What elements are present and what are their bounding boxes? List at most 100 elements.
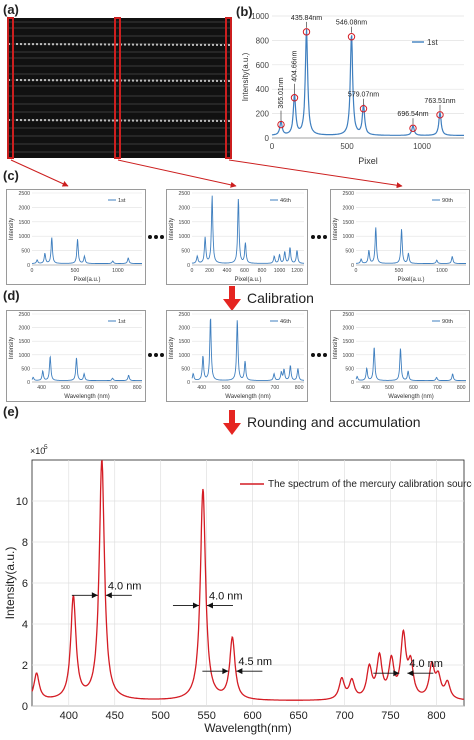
y-tick-label: 2000 [18,326,30,332]
arrow-to-c1 [10,159,69,187]
y-tick-label: 2 [22,660,28,672]
y-tick-label: 0 [351,263,354,269]
x-tick-label: 500 [340,142,354,151]
peak-marker [302,28,311,36]
y-tick-label: 6 [22,578,28,590]
y-tick-label: 0 [187,380,190,386]
x-tick-label: 1000 [112,268,124,274]
chart-c3: 0 500 1000 1500 2000 2500 0 500 1000 90th Pixel(a.… [330,189,470,285]
dot [317,353,321,357]
scale-factor-label: ×10 [30,446,45,456]
y-tick-label: 1000 [251,12,269,21]
y-tick-label: 1000 [178,234,190,240]
y-tick-label: 500 [21,249,30,255]
peak-label: 435.84nm [291,15,322,22]
legend-label: 1st [427,38,438,47]
x-tick-label: 600 [243,710,261,722]
y-tick-label: 0 [351,380,354,386]
fwhm-arrowhead [407,670,414,677]
x-tick-label: 500 [395,268,404,274]
panel-frame [330,310,470,402]
x-tick-label: 1000 [274,268,286,274]
x-tick-label: 800 [258,268,267,274]
y-tick-label: 600 [256,61,270,70]
y-tick-label: 2500 [178,191,190,197]
y-tick-label: 2000 [178,205,190,211]
peak-label: 404.66nm [292,50,299,81]
arrow-to-c3 [228,159,403,189]
dot [323,235,327,239]
y-tick-label: 200 [256,110,270,119]
fwhm-arrowhead [206,602,213,609]
y-axis-label: Intensity [9,218,15,240]
x-tick-label: 0 [31,268,34,274]
y-tick-label: 1000 [342,353,354,359]
x-tick-label: 450 [106,710,124,722]
y-tick-label: 500 [21,366,30,372]
x-tick-label: 200 [205,268,214,274]
fwhm-label: 4.5 nm [238,656,272,668]
x-tick-label: 0 [355,268,358,274]
legend-label: The spectrum of the mercury calibration … [268,479,472,490]
x-tick-label: 600 [409,385,418,391]
x-tick-label: 650 [289,710,307,722]
frame-last [225,17,232,159]
x-tick-label: 500 [152,710,170,722]
y-tick-label: 4 [22,619,28,631]
y-tick-label: 500 [181,366,190,372]
x-axis-label: Wavelength (nm) [64,394,109,400]
fwhm-label: 4.0 nm [409,658,443,670]
x-axis-label: Pixel(a.u.) [397,277,424,283]
rounding-arrow [223,410,241,435]
series-line [271,28,464,136]
y-axis-label: Intensity(a.u.) [3,547,17,620]
step-rounding: Rounding and accumulation [247,414,421,430]
x-tick-label: 500 [385,385,394,391]
dot [148,235,152,239]
raw-bright-line [7,119,231,122]
x-axis-label: Pixel(a.u.) [234,277,261,283]
y-tick-label: 0 [22,701,28,713]
x-tick-label: 600 [85,385,94,391]
peak-marker [409,124,417,132]
x-tick-label: 700 [433,385,442,391]
raw-bright-line [7,79,231,82]
y-tick-label: 2500 [342,191,354,197]
fwhm-arrowhead [393,670,400,677]
x-tick-label: 0 [270,142,275,151]
dot [311,353,315,357]
y-axis-label: Intensity [169,218,175,240]
y-tick-label: 1000 [178,353,190,359]
legend-label: 46th [280,198,291,204]
x-tick-label: 400 [60,710,78,722]
legend-label: 1st [118,198,126,204]
dot [148,353,152,357]
y-tick-label: 0 [187,263,190,269]
panel-label-a: (a) [3,2,19,17]
panel-frame [6,189,146,285]
x-tick-label: 800 [295,385,304,391]
x-tick-label: 1200 [291,268,303,274]
series-line [356,227,466,264]
y-tick-label: 1500 [18,220,30,226]
peak-marker [277,120,285,129]
y-tick-label: 0 [27,263,30,269]
y-tick-label: 1500 [342,339,354,345]
peak-marker [436,111,444,119]
y-tick-label: 2000 [178,326,190,332]
x-tick-label: 500 [61,385,70,391]
peak-label: 579.07nm [348,92,379,99]
y-tick-label: 2500 [18,312,30,318]
chart-b: 0 200 400 600 800 1000 0 500 1000 365.01nm 404.66n… [241,12,464,166]
y-tick-label: 2500 [178,312,190,318]
legend-label: 1st [118,319,126,325]
scale-factor-exponent: 5 [44,444,48,451]
dot [160,353,164,357]
chart-c2: 0 500 1000 1500 2000 2500 0 200 400 600 800 1000 120… [166,189,308,285]
panel-label-c: (c) [3,168,19,183]
panel-label-d: (d) [3,288,20,303]
dot [317,235,321,239]
dot [160,235,164,239]
panel-label-b: (b) [236,4,253,19]
x-tick-label: 500 [222,385,231,391]
